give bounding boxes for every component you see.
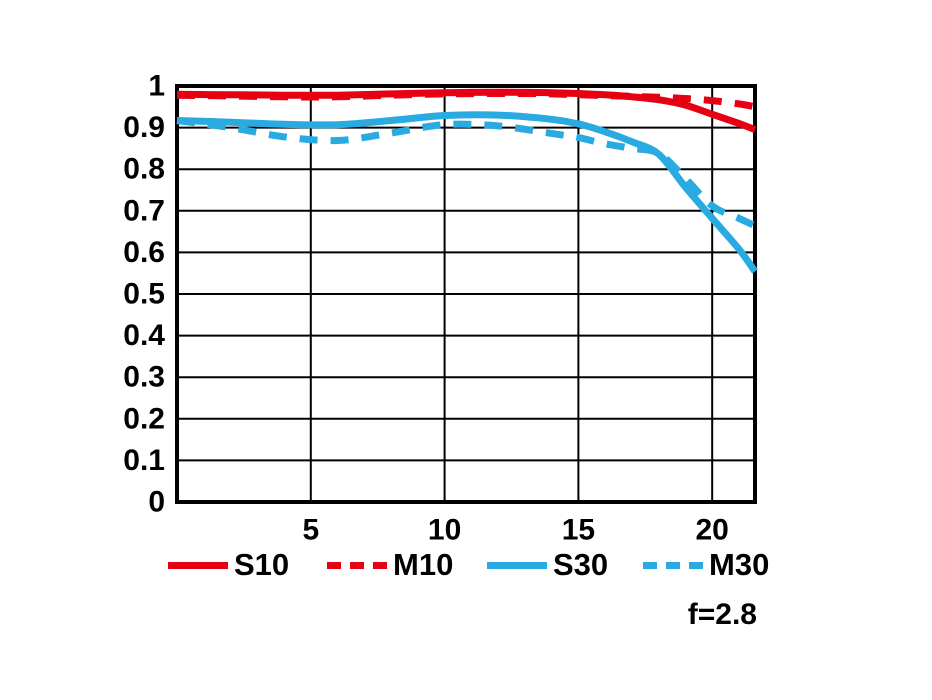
legend-swatch-s30 <box>487 561 547 569</box>
y-tick-label: 0.4 <box>123 319 165 352</box>
legend-item-s30: S30 <box>487 548 608 582</box>
aperture-label: f=2.8 <box>687 598 757 631</box>
y-tick-label: 0.9 <box>123 111 165 144</box>
legend-label: S30 <box>553 547 609 582</box>
curve-s10 <box>176 88 757 133</box>
x-tick-label: 5 <box>302 514 319 547</box>
plot-border <box>175 84 757 504</box>
legend-item-m10: M10 <box>327 548 453 582</box>
y-tick-label: 0.7 <box>123 194 165 227</box>
y-tick-label: 0.1 <box>123 444 165 477</box>
y-tick-label: 0.6 <box>123 236 165 269</box>
x-tick-label: 10 <box>428 514 461 547</box>
legend-item-m30: M30 <box>643 548 769 582</box>
x-tick-label: 15 <box>562 514 595 547</box>
chart-legend: S10 M10 S30 M30 <box>0 548 932 582</box>
legend-label: M30 <box>709 547 770 582</box>
legend-item-s10: S10 <box>168 548 289 582</box>
curve-m30 <box>176 117 757 229</box>
y-tick-label: 0.5 <box>123 278 165 311</box>
y-tick-label: 1 <box>148 70 165 103</box>
curve-s30 <box>176 111 758 274</box>
y-tick-label: 0 <box>148 486 165 519</box>
legend-label: M10 <box>393 547 454 582</box>
y-tick-label: 0.8 <box>123 153 165 186</box>
x-tick-label: 20 <box>695 514 728 547</box>
y-tick-label: 0.3 <box>123 361 165 394</box>
legend-swatch-s10 <box>168 561 228 569</box>
legend-swatch-m10 <box>327 561 387 569</box>
legend-label: S10 <box>234 547 290 582</box>
legend-swatch-m30 <box>643 561 703 569</box>
y-tick-label: 0.2 <box>123 402 165 435</box>
